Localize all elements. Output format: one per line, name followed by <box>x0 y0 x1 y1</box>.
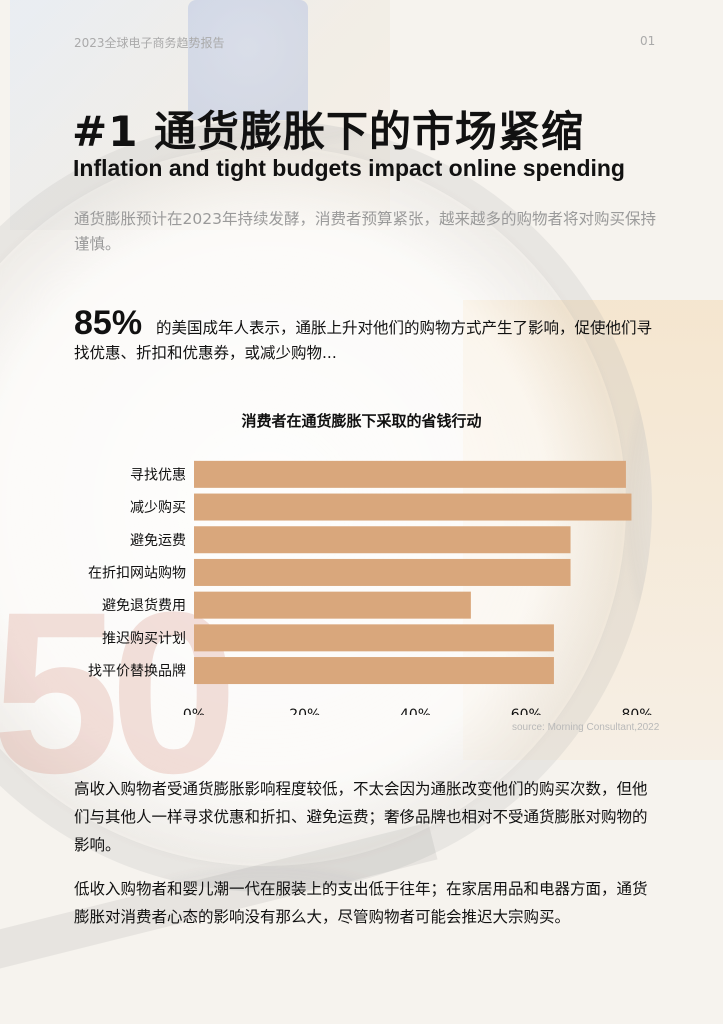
bar-2 <box>194 493 632 521</box>
category-label: 减少购买 <box>130 500 186 516</box>
paragraph-1: 高收入购物者受通货膨胀影响程度较低，不太会因为通胀改变他们的购买次数，但他们与其… <box>74 780 648 854</box>
x-tick-label: 60% <box>511 707 542 715</box>
chart-title: 消费者在通货膨胀下采取的省钱行动 <box>241 412 482 430</box>
page-title: #1 通货膨胀下的市场紧缩 <box>72 107 585 156</box>
x-tick-label: 20% <box>289 707 320 715</box>
category-label: 寻找优惠 <box>130 467 186 483</box>
category-label: 找平价替换品牌 <box>88 663 186 680</box>
stat-text: 的美国成年人表示，通胀上升对他们的购物方式产生了影响，促使他们寻找优惠、折扣和优… <box>74 319 653 362</box>
x-tick-label: 0% <box>183 707 205 715</box>
stat-value: 85% <box>74 304 143 342</box>
x-tick-label: 40% <box>400 707 431 715</box>
intro-text: 通货膨胀预计在2023年持续发酵，消费者预算紧张，越来越多的购物者将对购买保持谨… <box>74 210 656 253</box>
chart-source: source: Morning Consultant,2022 <box>512 722 660 733</box>
bar-3 <box>194 526 571 554</box>
report-title: 2023全球电子商务趋势报告 <box>74 36 225 50</box>
category-label: 避免退货费用 <box>102 597 186 614</box>
bar-7 <box>194 657 554 685</box>
bar-6 <box>194 624 554 652</box>
category-label: 避免运费 <box>130 533 186 549</box>
paragraph-2: 低收入购物者和婴儿潮一代在服装上的支出低于往年；在家居用品和电器方面，通货膨胀对… <box>74 880 648 926</box>
category-label: 在折扣网站购物 <box>88 565 186 581</box>
bar-1 <box>194 460 626 488</box>
x-tick-label: 80% <box>621 707 652 715</box>
bar-5 <box>194 591 471 619</box>
page-number: 01 <box>640 34 656 48</box>
eu-flag-emblem <box>188 0 308 120</box>
page-subtitle: Inflation and tight budgets impact onlin… <box>73 155 625 181</box>
bar-4 <box>194 558 571 586</box>
category-label: 推迟购买计划 <box>102 631 186 647</box>
